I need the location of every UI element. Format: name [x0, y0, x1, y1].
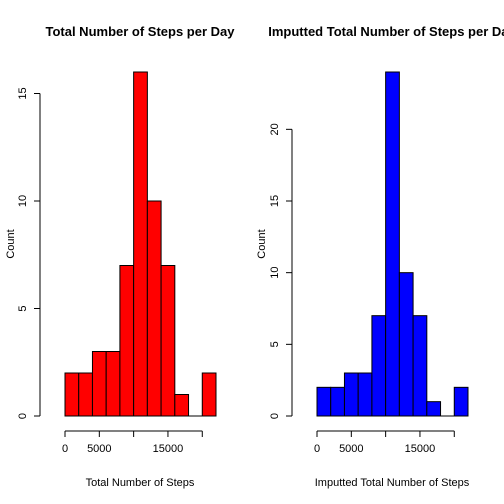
histogram-bar [174, 394, 190, 417]
y-tick-label: 15 [17, 87, 29, 99]
histogram-bar [91, 351, 107, 417]
x-axis-left: 0 5000 15000 [62, 430, 203, 455]
histogram-bar [426, 401, 442, 417]
histogram-bar [385, 71, 400, 417]
histogram-bar [371, 315, 387, 417]
x-axis-label-right: Imputted Total Number of Steps [315, 477, 470, 489]
y-axis-right: 0 5 10 15 20 [269, 123, 293, 419]
x-tick-label: 15000 [153, 443, 184, 455]
histogram-bar [201, 372, 217, 417]
chart-title-right: Imputted Total Number of Steps per Day [268, 24, 504, 39]
y-tick-label: 0 [269, 413, 281, 419]
x-tick-label: 15000 [405, 443, 436, 455]
histogram-bar [119, 265, 135, 417]
histogram-bar [412, 315, 428, 417]
y-tick-label: 15 [269, 195, 281, 207]
y-tick-label: 5 [17, 305, 29, 311]
y-axis-left: 0 5 10 15 [17, 87, 41, 419]
histogram-bar [398, 272, 414, 417]
x-tick-label: 0 [314, 443, 320, 455]
histogram-bar [105, 351, 121, 417]
x-axis-label-left: Total Number of Steps [86, 477, 195, 489]
y-axis-label-left: Count [5, 229, 17, 258]
histogram-bar [133, 71, 148, 417]
y-tick-label: 5 [269, 341, 281, 347]
histogram-bar [160, 265, 176, 417]
bars-right [316, 71, 469, 417]
histogram-bar [330, 386, 345, 417]
y-tick-label: 10 [269, 267, 281, 279]
chart-right: Imputted Total Number of Steps per Day I… [256, 24, 504, 489]
y-tick-label: 20 [269, 123, 281, 135]
y-axis-label-right: Count [256, 229, 268, 258]
histogram-bar [64, 372, 80, 417]
x-tick-label: 5000 [87, 443, 111, 455]
y-tick-label: 10 [17, 195, 29, 207]
bars-left [64, 71, 217, 417]
histogram-bar [78, 372, 93, 417]
histogram-bar [343, 372, 359, 417]
x-tick-label: 5000 [339, 443, 363, 455]
y-tick-label: 0 [17, 413, 29, 419]
histogram-bar [453, 386, 469, 417]
histogram-bar [316, 386, 332, 417]
chart-title-left: Total Number of Steps per Day [45, 24, 235, 39]
x-tick-label: 0 [62, 443, 68, 455]
histogram-bar [146, 200, 162, 417]
chart-left: Total Number of Steps per Day Total Numb… [5, 24, 235, 489]
histogram-bar [357, 372, 373, 417]
x-axis-right: 0 5000 15000 [314, 430, 455, 455]
